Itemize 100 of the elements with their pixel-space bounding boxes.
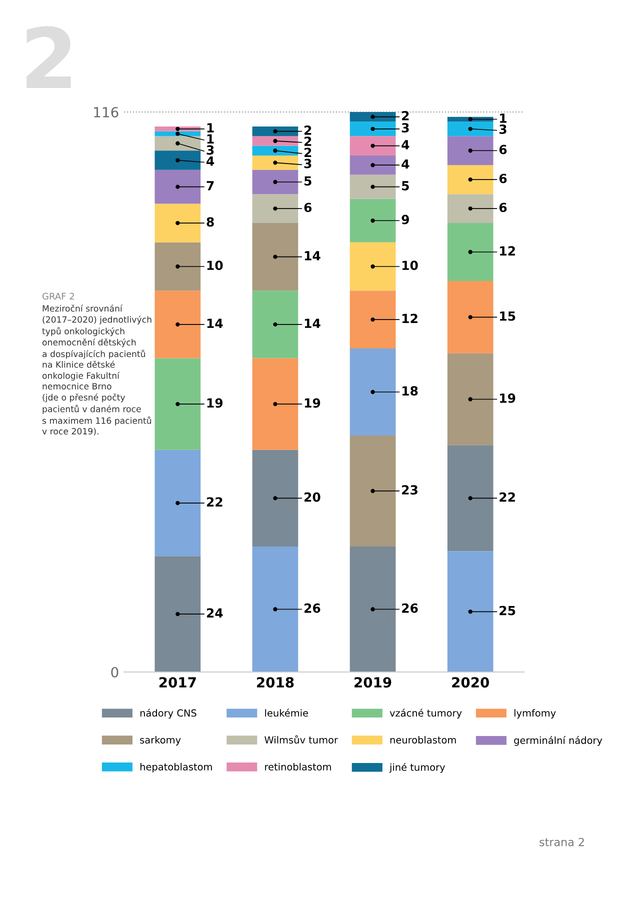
bar: [154, 136, 201, 151]
data-label: 15: [500, 312, 516, 321]
data-label: 12: [402, 314, 418, 324]
data-label: 6: [499, 144, 507, 154]
legend-label: sarkomy: [140, 736, 181, 746]
bar: [154, 290, 201, 358]
data-label: 3: [402, 123, 409, 133]
data-label: 6: [499, 174, 507, 184]
data-label: 1: [207, 134, 214, 144]
data-label: 2: [304, 148, 312, 157]
bar: [447, 194, 494, 224]
bar: [447, 165, 494, 194]
data-label: 22: [206, 497, 222, 506]
bar: [154, 126, 201, 132]
data-label: 24: [206, 608, 223, 618]
data-label: 5: [402, 181, 409, 190]
x-tick-label: 2019: [354, 677, 392, 688]
bar: [252, 358, 298, 450]
data-label: 3: [206, 145, 214, 155]
data-label: 5: [304, 176, 312, 186]
data-label: 19: [500, 393, 516, 403]
bar: [447, 353, 494, 446]
data-label: 2: [402, 111, 409, 120]
bar: [447, 223, 494, 281]
bar: [447, 551, 494, 672]
bar: [447, 136, 494, 166]
x-tick-label: 2017: [159, 677, 196, 688]
legend-label: neuroblastom: [390, 736, 456, 744]
bar: [252, 136, 298, 146]
legend-label: retinoblastom: [265, 762, 331, 770]
data-label: 6: [304, 202, 312, 212]
data-label: 8: [206, 217, 214, 227]
bar: [350, 122, 396, 136]
legend-label: nádory CNS: [140, 708, 196, 719]
bar: [252, 223, 298, 291]
data-label: 14: [207, 318, 223, 328]
bar: [350, 174, 396, 199]
bar: [252, 170, 298, 194]
data-label: 26: [402, 603, 418, 613]
y-tick-label: 116: [94, 106, 118, 118]
data-label: 10: [207, 260, 223, 270]
bar: [154, 150, 201, 170]
data-label: 19: [207, 398, 223, 408]
bar: [252, 290, 298, 358]
data-label: 14: [304, 318, 320, 328]
bar: [350, 290, 396, 349]
bar: [252, 126, 298, 136]
bar: [350, 435, 396, 546]
bar: [154, 450, 201, 556]
data-label: 25: [500, 606, 516, 616]
bar: [154, 170, 201, 204]
x-tick-label: 2018: [256, 677, 294, 688]
text: strana 2: [540, 838, 584, 846]
y-tick-label: 0: [111, 666, 118, 678]
legend-label: jiné tumory: [389, 762, 445, 773]
bar: [350, 546, 396, 672]
data-label: 3: [304, 158, 312, 168]
data-label: 19: [304, 398, 320, 408]
bar: [350, 155, 396, 175]
bar: [447, 445, 494, 552]
legend-label: vzácné tumory: [390, 708, 462, 719]
data-label: 4: [206, 156, 214, 166]
bar: [252, 546, 298, 672]
data-label: 18: [402, 386, 418, 396]
legend-label: lymfomy: [514, 709, 556, 719]
data-label: 4: [402, 159, 410, 169]
legend-label: Wilmsův tumor: [264, 735, 338, 744]
legend-label: hepatoblastom: [140, 762, 212, 772]
bar: [350, 348, 396, 436]
data-label: 10: [402, 260, 418, 270]
data-label: 2: [304, 125, 312, 135]
x-tick-label: 2020: [452, 677, 490, 688]
data-label: 26: [304, 603, 320, 613]
data-label: 20: [304, 492, 320, 502]
bar: [447, 122, 494, 136]
bar: [154, 358, 201, 450]
data-label: 1: [500, 114, 506, 123]
bar: [350, 112, 396, 122]
bar: [154, 242, 201, 291]
data-label: 9: [402, 214, 409, 224]
bar: [154, 556, 201, 672]
data-label: 3: [499, 124, 506, 134]
bar: [447, 280, 494, 354]
bar: [350, 198, 396, 242]
bar: [252, 155, 298, 170]
bar: [350, 136, 396, 156]
data-label: 6: [499, 202, 507, 212]
bar: [252, 194, 298, 224]
data-label: 12: [500, 246, 515, 256]
legend-label: germinální nádory: [514, 736, 602, 746]
data-label: 23: [402, 485, 418, 495]
bar: [252, 450, 298, 546]
text: GRAF 2: [42, 292, 74, 300]
bar: [252, 146, 298, 156]
data-label: 4: [402, 140, 410, 150]
data-label: 2: [304, 136, 312, 146]
data-label: 1: [207, 123, 214, 132]
bar: [154, 204, 201, 242]
data-label: 7: [206, 181, 214, 190]
data-label: 14: [304, 251, 320, 260]
